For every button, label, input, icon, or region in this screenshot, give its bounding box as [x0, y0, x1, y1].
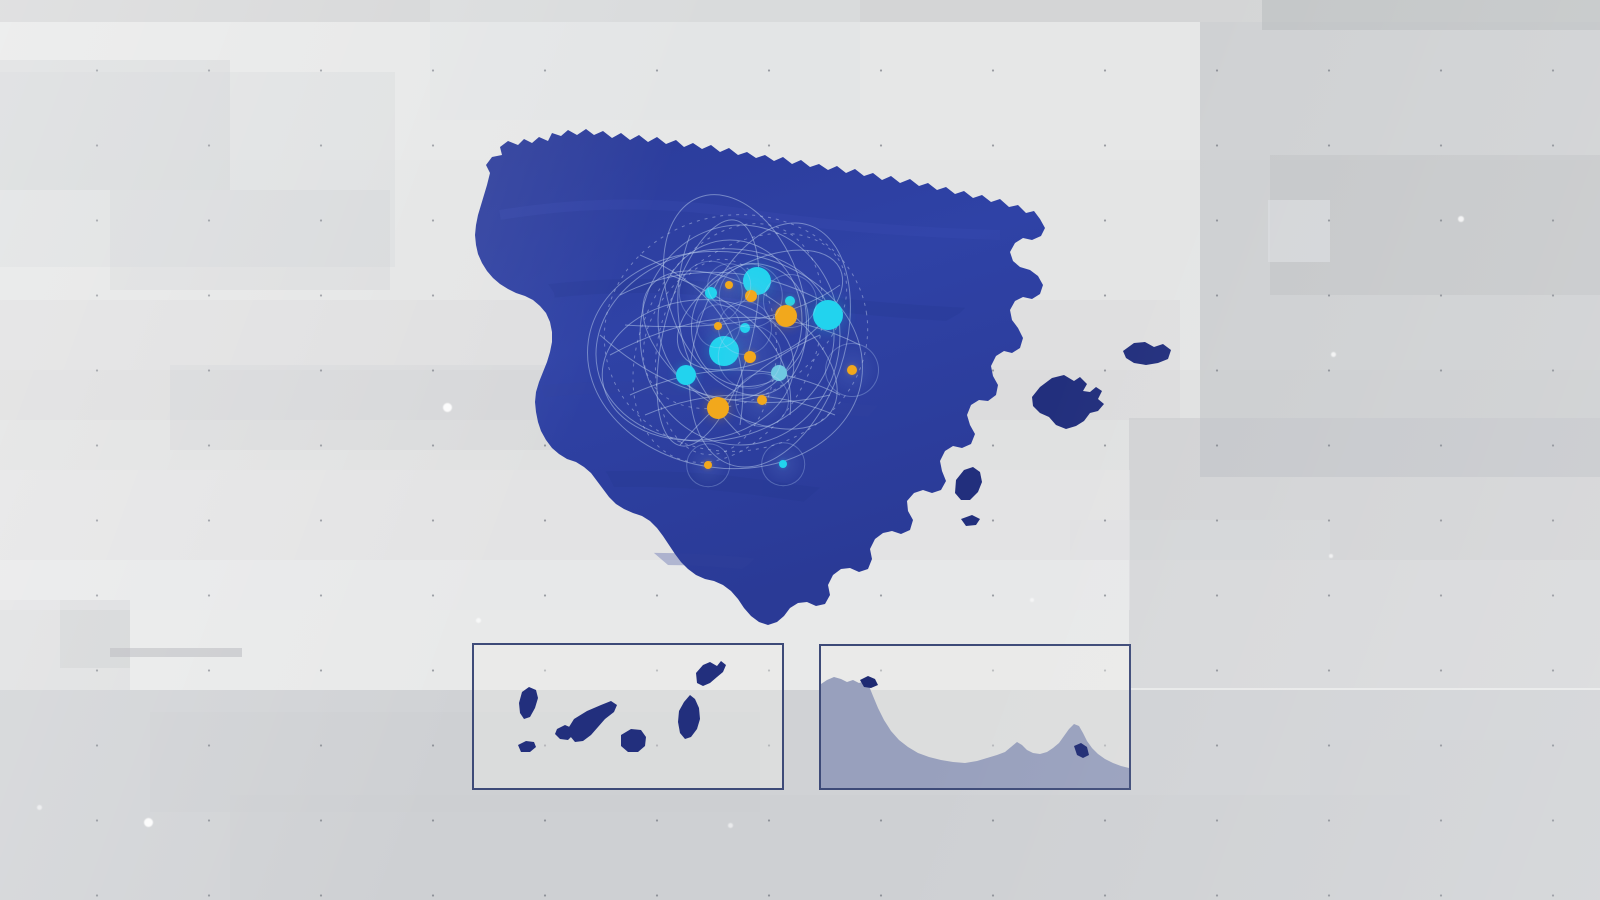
particle-dot — [144, 818, 153, 827]
gran-canaria-island — [621, 729, 646, 752]
spain-map — [440, 95, 1171, 655]
north-africa-svg — [821, 676, 1129, 788]
particle-dot — [37, 805, 42, 810]
particle-dot — [1329, 554, 1333, 558]
la-palma-island — [519, 687, 538, 719]
melilla-marker — [1074, 743, 1089, 758]
el-hierro-island — [518, 741, 536, 752]
particle-dot — [443, 403, 452, 412]
tenerife-island — [569, 701, 617, 742]
canary-island-shapes — [518, 661, 726, 752]
orbit-web-dashed — [603, 214, 869, 463]
ceuta-marker — [860, 676, 878, 688]
la-gomera-island — [555, 725, 573, 740]
north-africa-relief — [821, 677, 1129, 788]
canary-islands-svg — [518, 661, 726, 752]
lanzarote-island — [696, 661, 726, 686]
balearic-islands — [955, 342, 1171, 526]
particle-dot — [728, 823, 733, 828]
north-africa-inset[interactable] — [819, 644, 1131, 790]
particle-dot — [476, 618, 481, 623]
mallorca-island — [1032, 375, 1104, 429]
particle-dot — [1458, 216, 1464, 222]
orbit-web — [587, 194, 863, 470]
particle-dot — [1030, 598, 1034, 602]
menorca-island — [1123, 342, 1171, 365]
formentera-island — [961, 515, 980, 526]
fuerteventura-island — [678, 695, 700, 739]
spain-map-svg — [475, 129, 1171, 625]
ibiza-island — [955, 467, 982, 500]
particle-dot — [1331, 352, 1336, 357]
canary-islands-inset[interactable] — [472, 643, 784, 790]
spain-mainland-shape — [475, 129, 1045, 625]
